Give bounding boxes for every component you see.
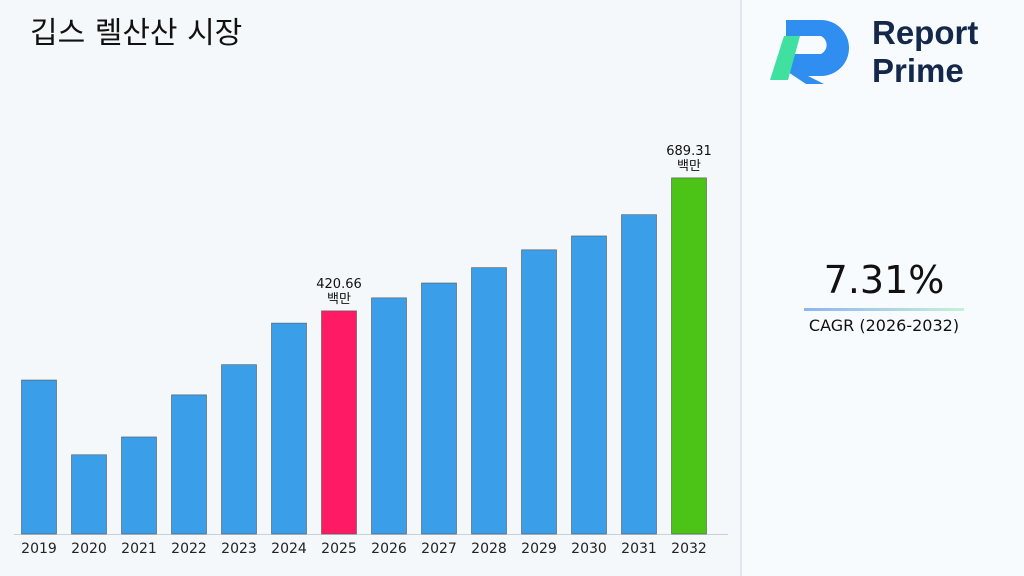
x-tick-label: 2025 bbox=[321, 541, 357, 557]
bar bbox=[71, 454, 107, 535]
x-tick-label: 2029 bbox=[521, 541, 557, 557]
logo-text: Prime bbox=[872, 52, 964, 89]
bar bbox=[21, 379, 57, 535]
value-label: 420.66 백만 bbox=[316, 276, 362, 307]
cagr-label: CAGR (2026-2032) bbox=[808, 316, 960, 335]
x-tick-label: 2019 bbox=[21, 541, 57, 557]
cagr-value: 7.31% bbox=[823, 258, 945, 302]
logo-text: Report bbox=[872, 14, 979, 51]
chart-title: 깁스 렐산산 시장 bbox=[30, 16, 243, 51]
bar bbox=[421, 282, 457, 535]
value-label: 689.31 백만 bbox=[666, 143, 712, 174]
x-tick-label: 2028 bbox=[471, 541, 507, 557]
bar bbox=[671, 177, 707, 535]
bar bbox=[171, 394, 207, 535]
bar bbox=[221, 364, 257, 535]
bar bbox=[121, 436, 157, 535]
x-tick-label: 2024 bbox=[271, 541, 307, 557]
bar bbox=[271, 322, 307, 535]
bar bbox=[571, 235, 607, 535]
sidebar bbox=[740, 0, 1024, 576]
bar bbox=[471, 267, 507, 535]
x-tick-label: 2031 bbox=[621, 541, 657, 557]
bar bbox=[621, 214, 657, 535]
x-tick-label: 2030 bbox=[571, 541, 607, 557]
bar bbox=[521, 249, 557, 535]
x-tick-label: 2021 bbox=[121, 541, 157, 557]
logo-icon bbox=[770, 20, 849, 84]
x-tick-label: 2032 bbox=[671, 541, 707, 557]
x-tick-label: 2027 bbox=[421, 541, 457, 557]
chart bbox=[14, 177, 728, 535]
bar bbox=[371, 297, 407, 535]
x-tick-label: 2023 bbox=[221, 541, 257, 557]
x-tick-label: 2020 bbox=[71, 541, 107, 557]
x-tick-label: 2026 bbox=[371, 541, 407, 557]
bar bbox=[321, 310, 357, 535]
x-tick-label: 2022 bbox=[171, 541, 207, 557]
cagr-underline bbox=[804, 308, 964, 311]
